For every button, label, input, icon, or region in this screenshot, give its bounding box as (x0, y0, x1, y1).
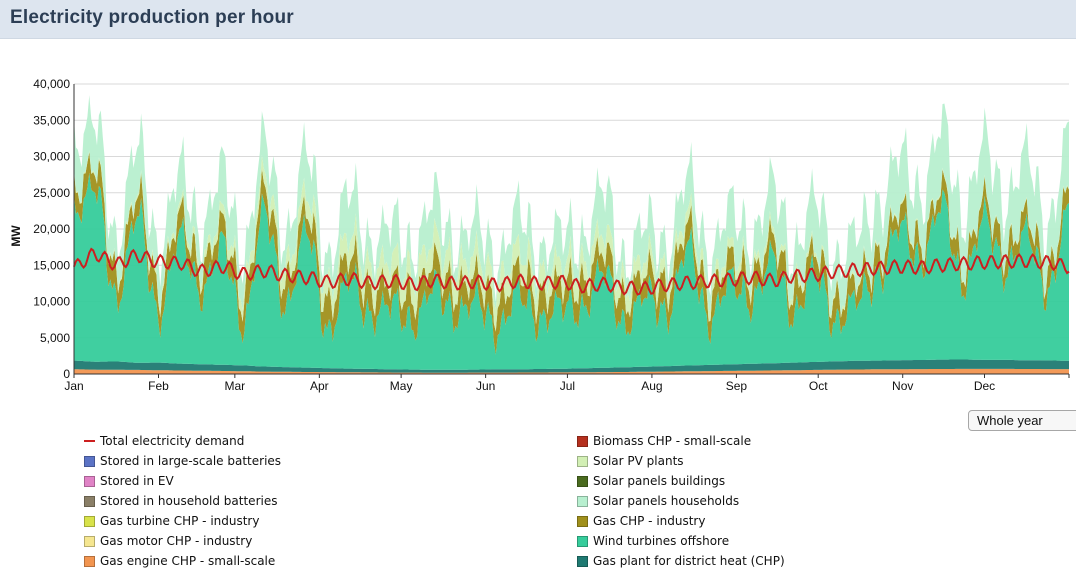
legend-swatch (84, 535, 95, 547)
time-range-select[interactable]: Whole year (968, 410, 1076, 431)
area-series-6 (74, 95, 1069, 316)
legend-label: Gas plant for district heat (CHP) (593, 554, 785, 568)
legend-label: Solar panels households (593, 494, 740, 508)
legend-item[interactable]: Total electricity demand (84, 431, 281, 451)
legend-swatch (84, 475, 95, 487)
legend-label: Solar panels buildings (593, 474, 726, 488)
legend-item[interactable]: Solar PV plants (577, 451, 785, 471)
legend-swatch (577, 495, 588, 507)
y-tick-label: 0 (63, 367, 70, 381)
legend-swatch (577, 535, 588, 547)
legend-swatch (577, 435, 588, 447)
x-tick-label: Jul (560, 379, 575, 393)
x-tick-label: Mar (224, 379, 245, 393)
chart-areas (74, 95, 1069, 374)
demand-line (73, 247, 1070, 296)
page-title: Electricity production per hour (10, 7, 294, 28)
legend-label: Gas CHP - industry (593, 514, 706, 528)
y-tick-label: 15,000 (33, 258, 70, 272)
legend-label: Total electricity demand (100, 434, 245, 448)
legend-swatch (577, 455, 588, 467)
electricity-chart: 0 5,000 10,000 15,000 20,000 25,000 30,000 35,0… (9, 77, 1070, 393)
legend-swatch (84, 455, 95, 467)
x-tick-label: Oct (809, 379, 828, 393)
legend-item[interactable]: Gas CHP - industry (577, 511, 785, 531)
legend-label: Stored in household batteries (100, 494, 278, 508)
y-tick-label: 35,000 (33, 113, 70, 127)
y-tick-label: 5,000 (40, 331, 70, 345)
x-tick-label: Nov (892, 379, 913, 393)
y-tick-label: 20,000 (33, 222, 70, 236)
x-tick-label: Apr (310, 379, 329, 393)
legend-swatch (84, 440, 95, 442)
legend-label: Gas engine CHP - small-scale (100, 554, 276, 568)
legend-item[interactable]: Wind turbines offshore (577, 531, 785, 551)
legend-item[interactable]: Gas plant for district heat (CHP) (577, 551, 785, 571)
x-tick-label: Feb (148, 379, 169, 393)
legend-label: Wind turbines offshore (593, 534, 730, 548)
area-series-0 (74, 368, 1069, 374)
x-tick-label: Dec (974, 379, 995, 393)
legend-item[interactable]: Stored in large-scale batteries (84, 451, 281, 471)
y-tick-label: 40,000 (33, 77, 70, 91)
x-tick-label: Sep (726, 379, 748, 393)
area-series-1 (74, 359, 1069, 373)
legend-column-right: Biomass CHP - small-scale Solar PV plant… (577, 431, 785, 571)
legend-column-left: Total electricity demand Stored in large… (84, 431, 281, 571)
legend-label: Gas motor CHP - industry (100, 534, 253, 548)
legend-swatch (84, 555, 95, 567)
legend-item[interactable]: Gas turbine CHP - industry (84, 511, 281, 531)
legend-swatch (577, 555, 588, 567)
legend-swatch (577, 475, 588, 487)
legend-swatch (84, 515, 95, 527)
y-tick-label: 30,000 (33, 150, 70, 164)
y-tick-label: 10,000 (33, 295, 70, 309)
legend-item[interactable]: Solar panels buildings (577, 471, 785, 491)
y-tick-label: 25,000 (33, 186, 70, 200)
legend-item[interactable]: Stored in household batteries (84, 491, 281, 511)
legend-label: Solar PV plants (593, 454, 684, 468)
area-series-2 (74, 172, 1069, 370)
x-tick-label: May (390, 379, 413, 393)
legend-swatch (84, 495, 95, 507)
legend-item[interactable]: Biomass CHP - small-scale (577, 431, 785, 451)
legend-label: Biomass CHP - small-scale (593, 434, 752, 448)
legend-item[interactable]: Solar panels households (577, 491, 785, 511)
legend-label: Gas turbine CHP - industry (100, 514, 260, 528)
legend-item[interactable]: Gas engine CHP - small-scale (84, 551, 281, 571)
legend-swatch (577, 515, 588, 527)
x-tick-label: Aug (641, 379, 662, 393)
x-tick-label: Jan (64, 379, 83, 393)
chart-axes: 0 5,000 10,000 15,000 20,000 25,000 30,000 35,0… (33, 77, 1070, 393)
legend-label: Stored in large-scale batteries (100, 454, 282, 468)
legend-item[interactable]: Stored in EV (84, 471, 281, 491)
legend-label: Stored in EV (100, 474, 174, 488)
y-axis-label: MW (9, 225, 23, 247)
time-range-value: Whole year (977, 413, 1043, 428)
page-header: Electricity production per hour (0, 0, 1076, 39)
legend-item[interactable]: Gas motor CHP - industry (84, 531, 281, 551)
x-tick-label: Jun (476, 379, 495, 393)
chart-demand-line (73, 247, 1070, 296)
